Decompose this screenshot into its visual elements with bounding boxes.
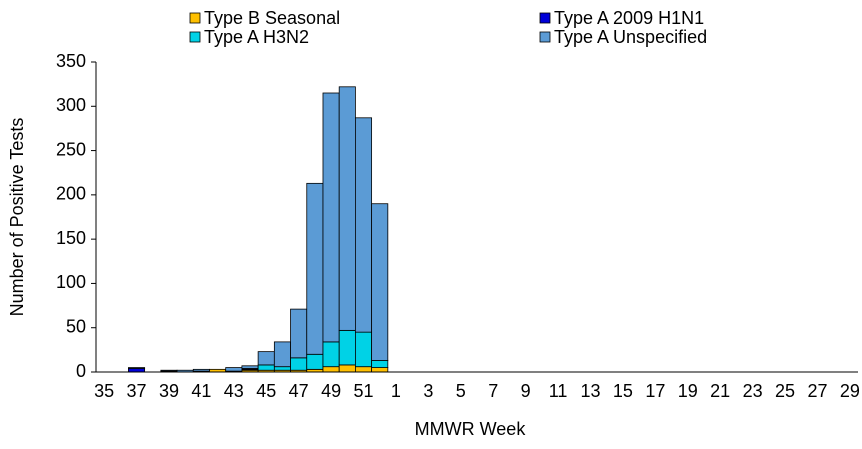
y-tick-label: 250: [56, 139, 86, 159]
bar-segment: [128, 368, 146, 373]
bar-segment: [322, 341, 340, 368]
legend-swatch: [189, 12, 201, 24]
x-tick-label: 9: [521, 381, 531, 401]
bar-segment: [322, 366, 340, 373]
bar-segment: [338, 86, 356, 331]
legend-label: Type A H3N2: [204, 27, 309, 47]
legend-label: Type A 2009 H1N1: [554, 8, 704, 28]
x-tick-label: 17: [645, 381, 665, 401]
bar-segment: [192, 368, 210, 372]
bar-segment: [338, 364, 356, 373]
bar-segment: [241, 365, 259, 369]
bar-segment: [371, 203, 389, 361]
x-tick-label: 39: [159, 381, 179, 401]
bar-segment: [371, 360, 389, 368]
x-tick-label: 43: [224, 381, 244, 401]
bar-segment: [338, 329, 356, 366]
bar-segment: [306, 182, 324, 355]
bar-segment: [128, 367, 146, 369]
x-tick-label: 37: [127, 381, 147, 401]
x-tick-label: 13: [580, 381, 600, 401]
y-tick-label: 150: [56, 228, 86, 248]
bar-segment: [257, 351, 275, 366]
legend-swatch: [189, 31, 201, 43]
x-tick-label: 51: [353, 381, 373, 401]
x-tick-label: 1: [391, 381, 401, 401]
x-tick-label: 47: [289, 381, 309, 401]
legend-swatch: [539, 12, 551, 24]
x-tick-label: 11: [549, 381, 568, 401]
y-tick-label: 100: [56, 272, 86, 292]
x-tick-label: 3: [423, 381, 433, 401]
y-axis-title: Number of Positive Tests: [7, 118, 27, 317]
x-tick-label: 19: [678, 381, 698, 401]
bar-segment: [290, 357, 308, 371]
x-tick-label: 15: [613, 381, 633, 401]
x-tick-label: 21: [710, 381, 730, 401]
bar-segment: [355, 117, 373, 333]
x-tick-label: 45: [256, 381, 276, 401]
x-axis-title: MMWR Week: [415, 419, 527, 439]
bar-segment: [225, 367, 243, 372]
bar-segment: [355, 366, 373, 373]
bar-segment: [306, 353, 324, 370]
bar-segment: [257, 364, 275, 371]
legend-label: Type B Seasonal: [204, 8, 340, 28]
legend-swatch: [539, 31, 551, 43]
x-tick-label: 7: [488, 381, 498, 401]
x-tick-label: 5: [456, 381, 466, 401]
x-tick-label: 35: [94, 381, 114, 401]
x-tick-label: 23: [743, 381, 763, 401]
x-tick-label: 41: [191, 381, 211, 401]
bar-segment: [290, 308, 308, 359]
y-tick-label: 0: [76, 361, 86, 381]
y-tick-label: 50: [66, 316, 86, 336]
y-tick-label: 200: [56, 184, 86, 204]
bar-segment: [355, 331, 373, 368]
bar-segment: [273, 366, 291, 371]
bar-segment: [322, 92, 340, 343]
bar-segment: [273, 341, 291, 368]
legend-label: Type A Unspecified: [554, 27, 707, 47]
x-tick-label: 27: [807, 381, 827, 401]
x-tick-label: 29: [840, 381, 860, 401]
bar-segment: [371, 367, 389, 373]
y-tick-label: 350: [56, 51, 86, 71]
x-tick-label: 25: [775, 381, 795, 401]
bar-segment: [160, 369, 178, 372]
x-tick-label: 49: [321, 381, 341, 401]
y-tick-label: 300: [56, 95, 86, 115]
